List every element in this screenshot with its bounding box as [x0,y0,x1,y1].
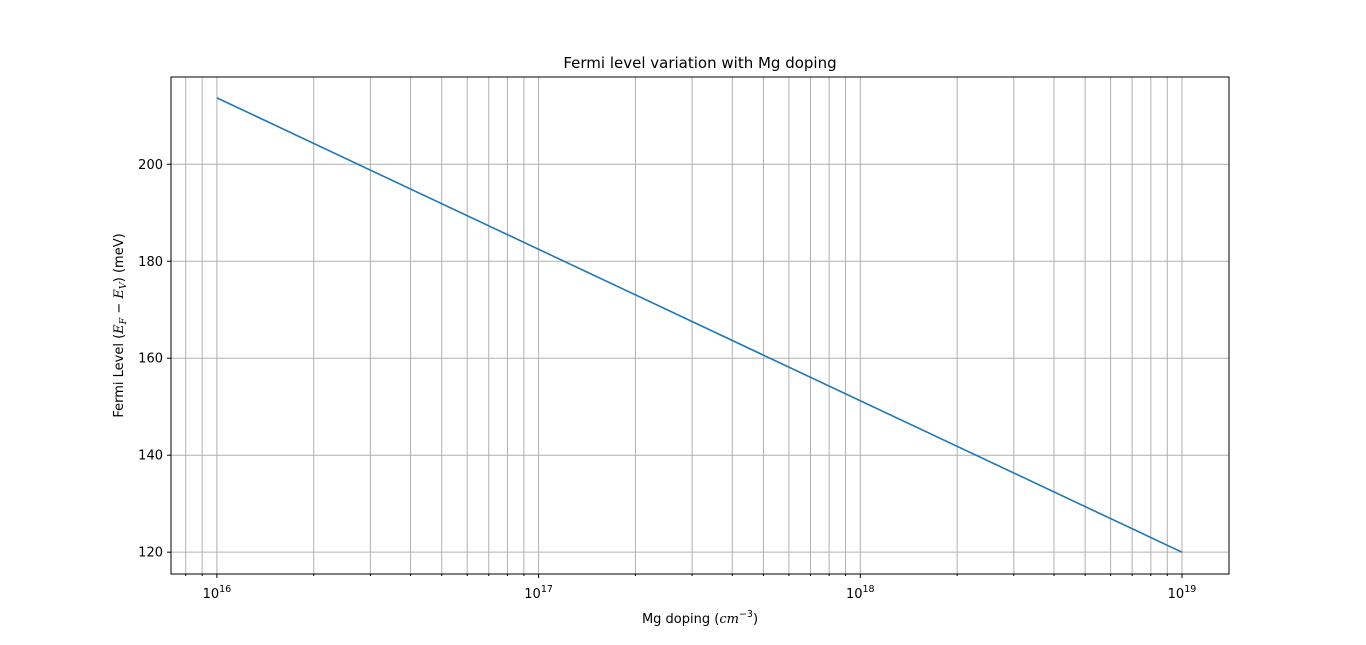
x-axis-label: Mg doping (cm−3) [642,609,758,627]
chart-title: Fermi level variation with Mg doping [563,54,836,72]
x-tick-label: 1017 [524,584,553,602]
grid [171,77,1229,574]
y-tick-label: 200 [138,158,163,173]
y-axis-label: Fermi Level (EF − EV) (meV) [112,233,129,417]
series-line [216,97,1183,553]
x-tick-label: 1018 [846,584,875,602]
x-tick-label: 1016 [203,584,232,602]
y-tick-labels: 120 140 160 180 200 [138,158,163,561]
y-tick-label: 180 [138,255,163,270]
y-tick-label: 140 [138,449,163,464]
y-tick-label: 120 [138,546,163,561]
tick-marks [167,163,1183,578]
x-tick-label: 1019 [1168,584,1197,602]
plot-frame [170,76,1230,575]
y-tick-label: 160 [138,352,163,367]
series-layer [216,97,1183,553]
x-tick-labels: 1016 1017 1018 1019 [203,584,1197,602]
